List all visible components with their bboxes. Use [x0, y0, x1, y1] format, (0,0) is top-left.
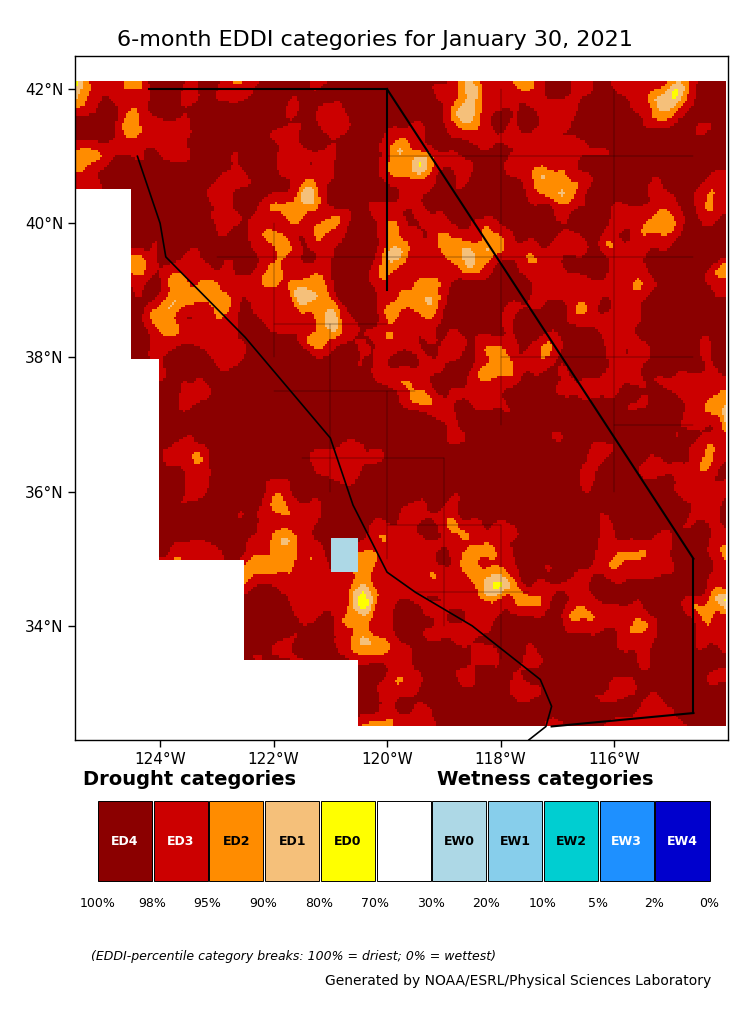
Bar [154, 802, 208, 882]
Text: 95%: 95% [194, 898, 221, 910]
Bar [321, 802, 375, 882]
Bar [376, 802, 430, 882]
Text: ED4: ED4 [111, 835, 139, 848]
Text: 20%: 20% [472, 898, 500, 910]
Bar [544, 802, 598, 882]
Bar [600, 802, 654, 882]
Text: EW3: EW3 [611, 835, 642, 848]
Text: EW2: EW2 [556, 835, 586, 848]
Text: EW4: EW4 [667, 835, 698, 848]
Text: Generated by NOAA/ESRL/Physical Sciences Laboratory: Generated by NOAA/ESRL/Physical Sciences… [325, 975, 711, 989]
Text: EW0: EW0 [444, 835, 475, 848]
Bar [98, 802, 152, 882]
Text: ED3: ED3 [167, 835, 194, 848]
Text: (EDDI-percentile category breaks: 100% = driest; 0% = wettest): (EDDI-percentile category breaks: 100% =… [92, 949, 496, 962]
Bar [209, 802, 263, 882]
Text: 10%: 10% [528, 898, 556, 910]
Text: ED1: ED1 [278, 835, 306, 848]
Text: 80%: 80% [305, 898, 333, 910]
Text: ED2: ED2 [223, 835, 251, 848]
Text: 2%: 2% [644, 898, 664, 910]
Text: 70%: 70% [361, 898, 389, 910]
Text: 5%: 5% [588, 898, 608, 910]
Text: ED0: ED0 [334, 835, 362, 848]
Text: Wetness categories: Wetness categories [436, 769, 653, 789]
Bar [488, 802, 542, 882]
Text: 30%: 30% [417, 898, 445, 910]
Bar [433, 802, 487, 882]
Bar [656, 802, 710, 882]
Text: 98%: 98% [138, 898, 166, 910]
Text: EW1: EW1 [500, 835, 531, 848]
Text: 100%: 100% [80, 898, 116, 910]
Text: 90%: 90% [250, 898, 278, 910]
Bar [265, 802, 320, 882]
Text: 0%: 0% [700, 898, 719, 910]
Text: 6-month EDDI categories for January 30, 2021: 6-month EDDI categories for January 30, … [117, 30, 633, 51]
Text: Drought categories: Drought categories [82, 769, 296, 789]
